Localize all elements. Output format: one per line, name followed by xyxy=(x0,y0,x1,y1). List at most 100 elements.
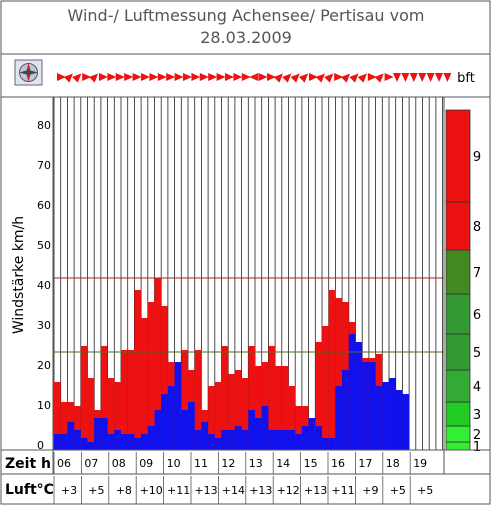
compass-icon xyxy=(14,59,43,86)
gust-bar xyxy=(234,370,242,450)
wind-arrow-W xyxy=(115,73,125,81)
temp-label: +11 xyxy=(167,484,190,497)
bft-level-label: 9 xyxy=(473,150,481,165)
mean-bar xyxy=(255,418,262,450)
temp-label: +9 xyxy=(362,484,378,497)
temperature-labels: +3 +5 +8 +10 +11 +13 +14 +13 +12 +13 +11 +9 +5 +5 xyxy=(53,476,433,504)
y-axis-ticks: 0 10 20 30 40 50 60 70 80 xyxy=(37,119,51,452)
wind-arrow-SW xyxy=(290,73,300,83)
wind-arrow-W xyxy=(183,73,192,81)
mean-bar xyxy=(107,434,115,450)
gust-bar xyxy=(127,350,135,450)
wind-arrow-SW xyxy=(357,73,367,83)
mean-bar xyxy=(281,430,289,450)
hour-label: 14 xyxy=(276,457,290,470)
gust-bar xyxy=(74,406,81,450)
gust-bar xyxy=(315,342,322,450)
mean-bar xyxy=(74,430,81,450)
mean-bar xyxy=(141,434,148,450)
bft-level-label: 3 xyxy=(473,408,481,423)
wind-arrow-N xyxy=(426,73,435,82)
gust-bar xyxy=(268,346,276,450)
hour-label: 06 xyxy=(57,457,71,470)
bft-level-label: 2 xyxy=(473,428,481,443)
gust-bar xyxy=(248,346,255,450)
gust-bar xyxy=(322,326,329,450)
temp-label: +12 xyxy=(277,484,300,497)
gust-bar xyxy=(54,382,61,450)
mean-bar xyxy=(382,382,389,450)
gust-bar xyxy=(134,290,142,450)
bft-level-label: 5 xyxy=(473,346,481,361)
wind-arrow-W xyxy=(57,73,66,81)
gust-bar xyxy=(281,366,289,450)
wind-arrow-N xyxy=(409,73,418,82)
bft-band-1 xyxy=(445,441,471,451)
wind-arrow-W xyxy=(124,73,134,81)
wind-arrow-SW xyxy=(88,73,99,83)
gust-bar xyxy=(100,346,108,450)
mean-bar xyxy=(268,430,276,450)
y-tick-label-10: 10 xyxy=(37,399,51,412)
y-tick-label-30: 30 xyxy=(37,319,51,332)
wind-arrow-W xyxy=(267,73,276,81)
hour-label: 15 xyxy=(304,457,318,470)
gust-bar xyxy=(80,346,88,450)
mean-bar xyxy=(375,386,383,450)
wind-arrow-SW xyxy=(374,73,384,83)
mean-bar xyxy=(127,434,135,450)
wind-arrow-N xyxy=(418,73,427,82)
gust-bar xyxy=(194,350,202,450)
wind-arrow-W xyxy=(174,73,184,81)
mean-bar xyxy=(395,390,403,450)
wind-arrow-W xyxy=(384,73,394,81)
temp-label: +13 xyxy=(304,484,327,497)
y-tick-label-20: 20 xyxy=(37,359,51,372)
bft-band-2 xyxy=(445,425,471,443)
wind-arrow-SW xyxy=(72,73,82,83)
gust-bar xyxy=(328,290,336,450)
wind-arrow-W xyxy=(367,73,377,81)
hour-label: 18 xyxy=(386,457,400,470)
mean-bar xyxy=(315,426,322,450)
mean-bar xyxy=(355,342,363,450)
mean-bar xyxy=(201,422,209,450)
bft-band-4 xyxy=(445,369,471,403)
wind-direction-arrows xyxy=(57,73,452,83)
temp-label: +11 xyxy=(331,484,354,497)
bft-level-label: 7 xyxy=(473,266,481,281)
wind-arrow-W xyxy=(191,73,201,81)
wind-arrow-N xyxy=(443,73,452,82)
wind-arrow-W xyxy=(141,73,150,81)
mean-bar xyxy=(87,442,95,450)
bft-band-3 xyxy=(445,401,471,427)
mean-bar xyxy=(362,362,369,450)
mean-bar xyxy=(389,378,396,450)
reference-lines xyxy=(53,277,444,353)
gust-bar xyxy=(228,374,235,450)
wind-arrow-W xyxy=(241,73,251,81)
mean-bar xyxy=(342,370,349,450)
bft-band-9 xyxy=(445,109,471,203)
bft-label: bft xyxy=(457,71,475,86)
gust-bar xyxy=(60,402,68,450)
mean-bar xyxy=(134,438,142,450)
mean-bar xyxy=(154,410,162,450)
mean-bar xyxy=(348,334,356,450)
gust-bar xyxy=(295,406,302,450)
gust-bar xyxy=(87,378,95,450)
mean-bar xyxy=(161,394,168,450)
gust-bar xyxy=(275,366,282,450)
wind-arrow-SW xyxy=(324,73,334,83)
gust-bar xyxy=(335,298,343,450)
hour-label: 17 xyxy=(358,457,372,470)
wind-arrow-W xyxy=(107,73,117,81)
wind-arrow-W xyxy=(208,73,218,81)
y-tick-label-40: 40 xyxy=(37,279,51,292)
wind-arrow-W xyxy=(258,73,268,81)
y-axis-title: Windstärke km/h xyxy=(11,216,27,334)
wind-arrow-W xyxy=(99,73,108,81)
mean-bar xyxy=(60,434,68,450)
